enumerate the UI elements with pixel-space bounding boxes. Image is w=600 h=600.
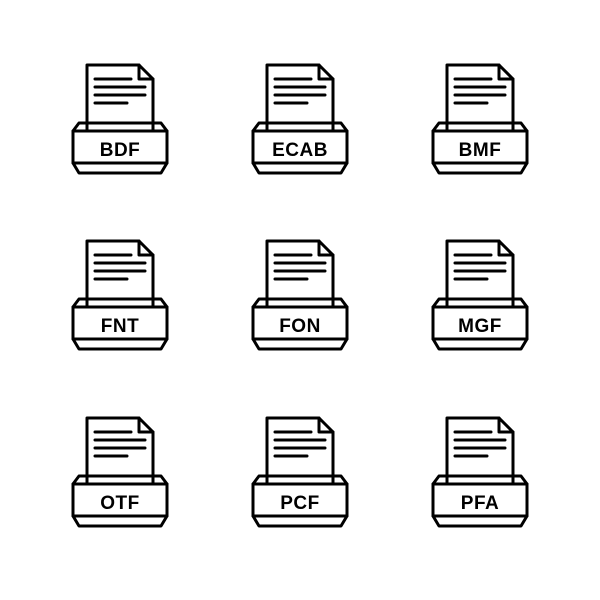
- file-type-label: BDF: [65, 141, 175, 160]
- file-fon-icon: FON: [245, 237, 355, 362]
- icon-cell: MGF: [400, 227, 560, 374]
- file-pcf-icon: PCF: [245, 414, 355, 539]
- file-type-label: FNT: [65, 317, 175, 336]
- file-fnt-icon: FNT: [65, 237, 175, 362]
- file-otf-icon: OTF: [65, 414, 175, 539]
- file-bdf-icon: BDF: [65, 61, 175, 186]
- icon-cell: ECAB: [220, 50, 380, 197]
- icon-cell: OTF: [40, 403, 200, 550]
- file-icon-grid: BDF ECAB BMF: [0, 0, 600, 600]
- file-type-label: PFA: [425, 494, 535, 513]
- icon-cell: FON: [220, 227, 380, 374]
- file-type-label: BMF: [425, 141, 535, 160]
- file-type-label: ECAB: [245, 141, 355, 160]
- file-bmf-icon: BMF: [425, 61, 535, 186]
- file-type-label: MGF: [425, 317, 535, 336]
- file-type-label: OTF: [65, 494, 175, 513]
- file-ecab-icon: ECAB: [245, 61, 355, 186]
- file-mgf-icon: MGF: [425, 237, 535, 362]
- icon-cell: BDF: [40, 50, 200, 197]
- file-pfa-icon: PFA: [425, 414, 535, 539]
- file-type-label: PCF: [245, 494, 355, 513]
- icon-cell: BMF: [400, 50, 560, 197]
- file-type-label: FON: [245, 317, 355, 336]
- icon-cell: PCF: [220, 403, 380, 550]
- icon-cell: FNT: [40, 227, 200, 374]
- icon-cell: PFA: [400, 403, 560, 550]
